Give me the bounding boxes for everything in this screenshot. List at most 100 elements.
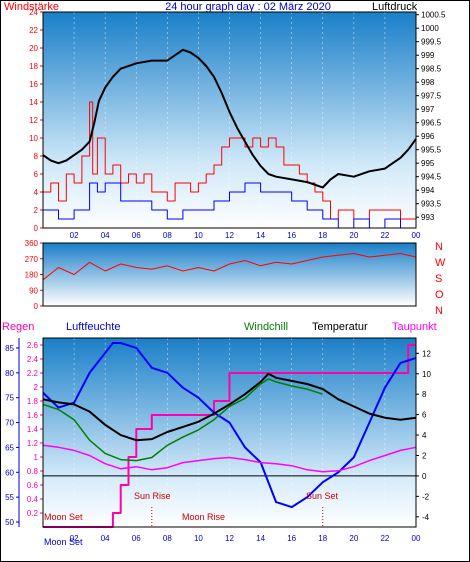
annotation-sun-rise: Sun Rise bbox=[134, 491, 171, 501]
chart-title: 24 hour graph day : 02 März 2020 bbox=[165, 1, 331, 13]
wind-axis-label: 0 bbox=[34, 224, 39, 233]
regen-axis-label: 0.8 bbox=[27, 467, 39, 476]
pressure-axis-label: 1000 bbox=[421, 24, 439, 33]
temp-humidity-panel: 50556065707580850.20.40.60.811.21.41.61.… bbox=[5, 337, 431, 543]
wind-axis-label: 20 bbox=[29, 44, 38, 53]
gust-series bbox=[43, 182, 417, 229]
wind-axis-label: 16 bbox=[29, 80, 38, 89]
bottom-x-tick-label: 04 bbox=[101, 534, 110, 543]
direction-axis-label: 360 bbox=[25, 239, 39, 248]
annotation-moon-rise: Moon Rise bbox=[182, 512, 225, 522]
top-x-tick-label: 08 bbox=[163, 231, 172, 240]
header-windstaerke: Windstärke bbox=[4, 1, 59, 13]
bottom-x-tick-label: 22 bbox=[380, 534, 389, 543]
regen-axis-label: 2.6 bbox=[27, 341, 39, 350]
pressure-axis-label: 994 bbox=[421, 186, 435, 195]
mid-panel-bg bbox=[43, 243, 416, 306]
top-x-tick-label: 20 bbox=[349, 231, 358, 240]
wind-axis-label: 18 bbox=[29, 62, 38, 71]
regen-axis-label: 1.2 bbox=[27, 439, 39, 448]
humidity-axis-label: 85 bbox=[5, 344, 14, 353]
humidity-axis-label: 80 bbox=[5, 369, 14, 378]
annotation-sun-set: Sun Set bbox=[306, 491, 339, 501]
pressure-axis-label: 996 bbox=[421, 132, 435, 141]
top-x-tick-label: 10 bbox=[194, 231, 203, 240]
header-luftdruck: Luftdruck bbox=[372, 1, 418, 13]
wind-axis-label: 10 bbox=[29, 134, 38, 143]
bottom-x-tick-label: 14 bbox=[256, 534, 265, 543]
top-x-tick-label: 16 bbox=[287, 231, 296, 240]
windchill-series bbox=[42, 378, 324, 462]
regen-axis-label: 0.2 bbox=[27, 509, 39, 518]
pressure-axis-label: 994.5 bbox=[421, 173, 442, 182]
direction-axis-label: 0 bbox=[34, 302, 39, 311]
humidity-axis-label: 60 bbox=[5, 468, 14, 477]
temp-axis-label: -2 bbox=[422, 492, 430, 501]
temp-axis-label: 12 bbox=[422, 349, 431, 358]
annotation-moon-set: Moon Set bbox=[44, 512, 83, 522]
temp-axis-label: 0 bbox=[422, 472, 427, 481]
direction-axis-label: 90 bbox=[29, 286, 38, 295]
pressure-axis-label: 997.5 bbox=[421, 92, 442, 101]
pressure-axis-label: 997 bbox=[421, 105, 435, 114]
wind-axis-label: 2 bbox=[34, 206, 39, 215]
pressure-axis-label: 999.5 bbox=[421, 38, 442, 47]
humidity-axis-label: 50 bbox=[5, 518, 14, 527]
regen-axis-label: 2 bbox=[34, 383, 39, 392]
direction-axis-label: 270 bbox=[25, 255, 39, 264]
direction-compass-label: N bbox=[435, 241, 443, 253]
direction-compass-label: W bbox=[435, 257, 446, 269]
humidity-axis-label: 75 bbox=[5, 394, 14, 403]
temp-axis-label: 10 bbox=[422, 370, 431, 379]
wind-axis-label: 22 bbox=[29, 26, 38, 35]
direction-axis-label: 180 bbox=[25, 271, 39, 280]
temp-axis-label: 2 bbox=[422, 451, 427, 460]
pressure-axis-label: 998 bbox=[421, 78, 435, 87]
pressure-axis-label: 998.5 bbox=[421, 65, 442, 74]
regen-axis-label: 1 bbox=[34, 453, 39, 462]
bottom-x-tick-label: 10 bbox=[194, 534, 203, 543]
bottom-x-tick-label: 12 bbox=[225, 534, 234, 543]
pressure-axis-label: 1000.5 bbox=[421, 11, 446, 20]
humidity-series bbox=[42, 342, 417, 509]
pressure-axis-label: 995.5 bbox=[421, 146, 442, 155]
top-x-tick-label: 06 bbox=[132, 231, 141, 240]
regen-axis-label: 0.6 bbox=[27, 481, 39, 490]
bottom-x-tick-label: 18 bbox=[318, 534, 327, 543]
regen-series bbox=[43, 344, 416, 528]
top-x-tick-label: 12 bbox=[225, 231, 234, 240]
bottom-x-tick-label: 02 bbox=[70, 534, 79, 543]
wind-series bbox=[43, 101, 417, 220]
bottom-x-tick-label: 16 bbox=[287, 534, 296, 543]
bottom-x-tick-label: 20 bbox=[349, 534, 358, 543]
pressure-series bbox=[42, 48, 417, 189]
wind-axis-label: 24 bbox=[29, 8, 38, 17]
regen-axis-label: 1.4 bbox=[27, 425, 39, 434]
bottom-x-tick-label: 08 bbox=[163, 534, 172, 543]
mid-panel-frame bbox=[42, 242, 417, 307]
pressure-axis-label: 996.5 bbox=[421, 119, 442, 128]
temp-axis-label: 6 bbox=[422, 411, 427, 420]
wind-axis-label: 12 bbox=[29, 116, 38, 125]
top-x-tick-label: 04 bbox=[101, 231, 110, 240]
label-regen: Regen bbox=[2, 321, 34, 333]
pressure-axis-label: 993 bbox=[421, 213, 435, 222]
top-x-tick-label: 00 bbox=[412, 231, 421, 240]
regen-axis-label: 2.2 bbox=[27, 369, 39, 378]
regen-axis-label: 1.8 bbox=[27, 397, 39, 406]
regen-axis-label: 1.6 bbox=[27, 411, 39, 420]
top-x-tick-label: 18 bbox=[318, 231, 327, 240]
direction-compass-label: S bbox=[435, 273, 442, 285]
direction-compass-label: N bbox=[435, 305, 443, 317]
top-x-tick-label: 02 bbox=[70, 231, 79, 240]
bottom-panel-frame bbox=[42, 337, 417, 528]
wind-pressure-panel: 024681012141618202224993993.5994994.5995… bbox=[29, 8, 446, 240]
temperature-series bbox=[42, 372, 417, 442]
humidity-axis-label: 70 bbox=[5, 419, 14, 428]
regen-axis-label: 0.4 bbox=[27, 495, 39, 504]
bottom-x-tick-label: 00 bbox=[412, 534, 421, 543]
annotation-moon-set-axis: Moon Set bbox=[44, 537, 83, 547]
